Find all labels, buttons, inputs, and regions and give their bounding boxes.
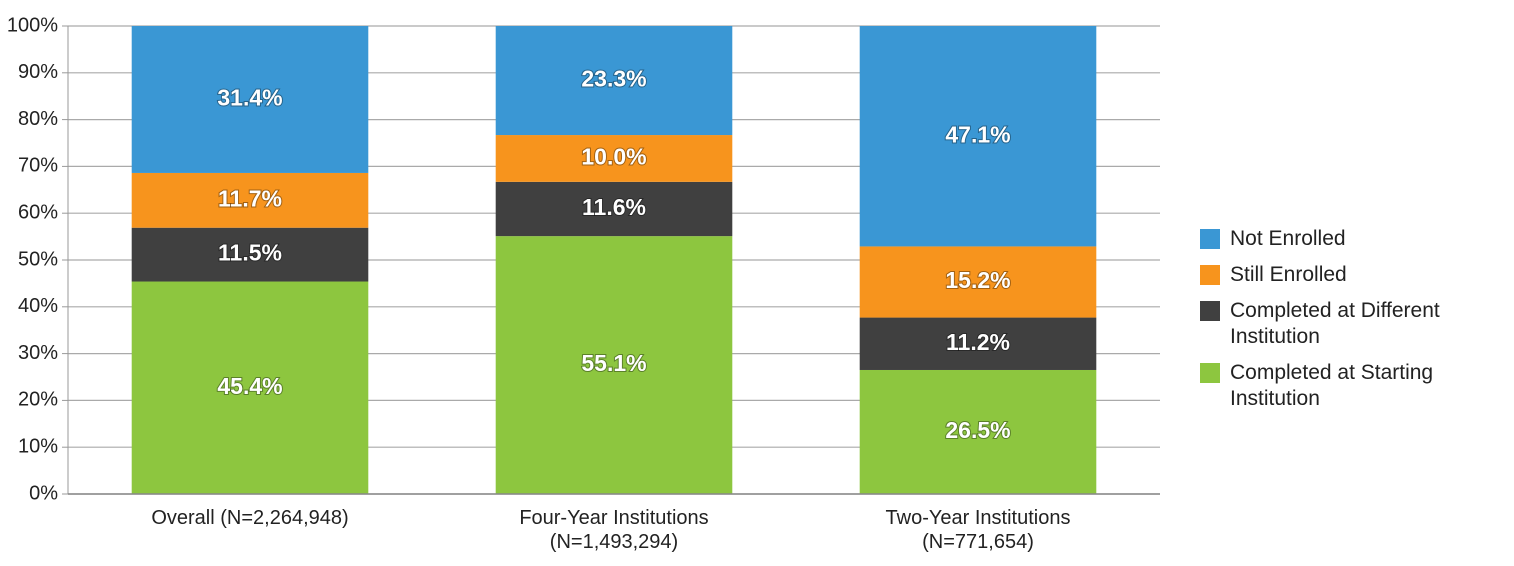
x-tick-label: Four-Year Institutions (N=1,493,294) <box>519 507 709 553</box>
legend-swatch <box>1200 265 1220 285</box>
data-label: 11.7% <box>218 185 282 211</box>
legend-item: Completed at Starting Institution <box>1200 360 1500 412</box>
x-tick-label: Overall (N=2,264,948) <box>151 507 349 529</box>
y-tick-label: 100% <box>7 14 58 36</box>
y-tick-label: 20% <box>18 389 58 411</box>
data-label: 55.1% <box>581 350 646 376</box>
legend-item: Not Enrolled <box>1200 226 1500 252</box>
bar-segment <box>131 26 369 173</box>
bar-segment <box>495 26 733 136</box>
y-tick-label: 90% <box>18 61 58 83</box>
y-tick-label: 60% <box>18 201 58 223</box>
data-label: 26.5% <box>945 417 1010 443</box>
legend-swatch <box>1200 301 1220 321</box>
data-label: 47.1% <box>945 121 1010 147</box>
bar-segment <box>495 135 733 182</box>
bar-segment <box>131 281 369 494</box>
y-tick-label: 40% <box>18 295 58 317</box>
legend-label: Completed at Different Institution <box>1230 299 1440 348</box>
bar-segment <box>859 369 1097 494</box>
bar-segment <box>131 172 369 228</box>
legend-swatch <box>1200 363 1220 383</box>
data-label: 45.4% <box>217 373 282 399</box>
data-label: 11.2% <box>946 329 1010 355</box>
legend-label: Not Enrolled <box>1230 227 1346 250</box>
y-tick-label: 0% <box>29 482 58 504</box>
legend-swatch <box>1200 229 1220 249</box>
legend: Not Enrolled Still Enrolled Completed at D… <box>1200 226 1500 422</box>
bar-segment <box>859 26 1097 247</box>
data-label: 11.6% <box>582 194 646 220</box>
data-label: 15.2% <box>945 267 1010 293</box>
legend-label: Still Enrolled <box>1230 263 1347 286</box>
bar-segment <box>859 317 1097 370</box>
data-label: 11.5% <box>218 240 282 266</box>
data-label: 23.3% <box>581 66 646 92</box>
y-tick-label: 80% <box>18 108 58 130</box>
y-tick-label: 30% <box>18 342 58 364</box>
bar-segment <box>495 181 733 237</box>
bar-segment <box>859 246 1097 318</box>
bar-segment <box>131 227 369 282</box>
y-tick-label: 10% <box>18 435 58 457</box>
x-tick-label: Two-Year Institutions (N=771,654) <box>885 507 1071 553</box>
legend-item: Completed at Different Institution <box>1200 298 1500 350</box>
bar-segment <box>495 236 733 494</box>
data-label: 10.0% <box>581 144 646 170</box>
legend-item: Still Enrolled <box>1200 262 1500 288</box>
y-tick-label: 50% <box>18 248 58 270</box>
y-tick-label: 70% <box>18 155 58 177</box>
data-label: 31.4% <box>217 85 282 111</box>
legend-label: Completed at Starting Institution <box>1230 361 1434 410</box>
